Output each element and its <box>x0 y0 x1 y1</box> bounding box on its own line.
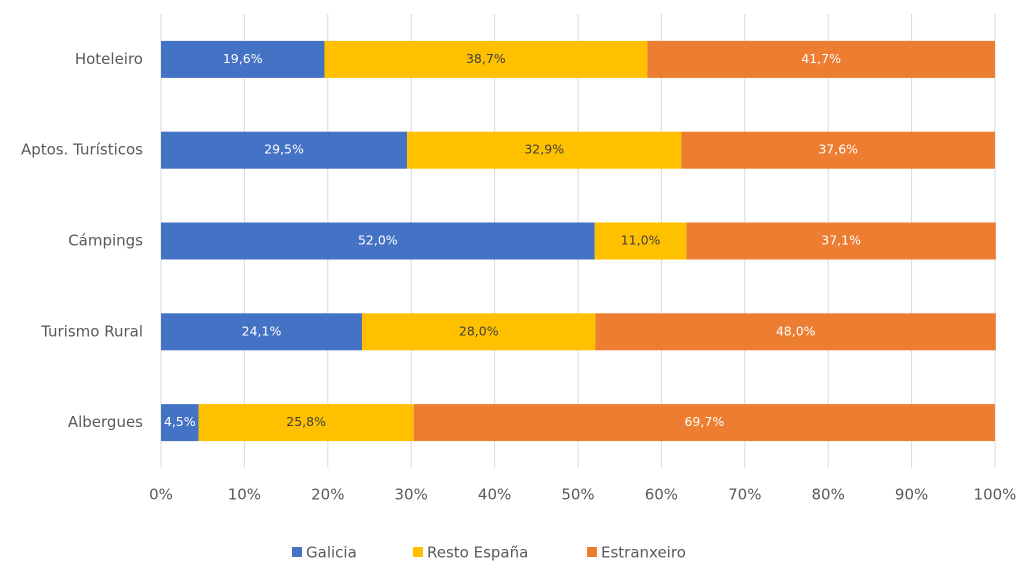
bar-segment <box>161 404 199 442</box>
bar-segment <box>647 40 995 78</box>
data-label: 48,0% <box>776 323 816 338</box>
bar-segment <box>198 404 414 442</box>
x-tick-label: 60% <box>645 486 678 504</box>
x-tick-label: 0% <box>149 486 173 504</box>
bar-segment <box>161 222 595 260</box>
legend-swatch <box>413 547 423 557</box>
x-tick-label: 50% <box>561 486 594 504</box>
data-label: 41,7% <box>801 51 841 66</box>
bar-segment <box>161 40 325 78</box>
legend-swatch <box>587 547 597 557</box>
data-label: 11,0% <box>621 233 661 248</box>
bar-segment <box>361 313 596 351</box>
data-label: 37,6% <box>818 142 858 157</box>
data-label: 28,0% <box>459 323 499 338</box>
data-label: 25,8% <box>286 414 326 429</box>
bar-segment <box>407 131 682 169</box>
y-tick-label: Cámpings <box>68 232 143 250</box>
data-label: 37,1% <box>821 233 861 248</box>
x-tick-label: 10% <box>228 486 261 504</box>
y-tick-label: Turismo Rural <box>40 322 143 340</box>
bar-segment <box>595 313 996 351</box>
data-label: 19,6% <box>223 51 263 66</box>
data-label: 38,7% <box>466 51 506 66</box>
legend-label: Resto España <box>427 544 528 562</box>
legend-label: Galicia <box>306 544 357 562</box>
x-tick-label: 100% <box>974 486 1017 504</box>
data-label: 29,5% <box>264 142 304 157</box>
y-tick-label: Hoteleiro <box>75 50 143 68</box>
data-label: 52,0% <box>358 233 398 248</box>
x-tick-label: 30% <box>395 486 428 504</box>
bar-segment <box>413 404 995 442</box>
legend-swatch <box>292 547 302 557</box>
data-label: 4,5% <box>164 414 196 429</box>
data-label: 32,9% <box>524 142 564 157</box>
x-tick-label: 20% <box>311 486 344 504</box>
x-tick-label: 70% <box>728 486 761 504</box>
x-tick-label: 90% <box>895 486 928 504</box>
bar-segment <box>681 131 995 169</box>
y-tick-label: Albergues <box>68 413 143 431</box>
bar-segment <box>161 131 408 169</box>
bar-segment <box>161 313 362 351</box>
legend-label: Estranxeiro <box>601 544 686 562</box>
bar-segment <box>324 40 648 78</box>
bar-segment <box>686 222 996 260</box>
x-tick-label: 40% <box>478 486 511 504</box>
x-tick-label: 80% <box>812 486 845 504</box>
y-tick-label: Aptos. Turísticos <box>21 141 143 159</box>
data-label: 24,1% <box>242 323 282 338</box>
data-label: 69,7% <box>684 414 724 429</box>
bar-segment <box>594 222 687 260</box>
